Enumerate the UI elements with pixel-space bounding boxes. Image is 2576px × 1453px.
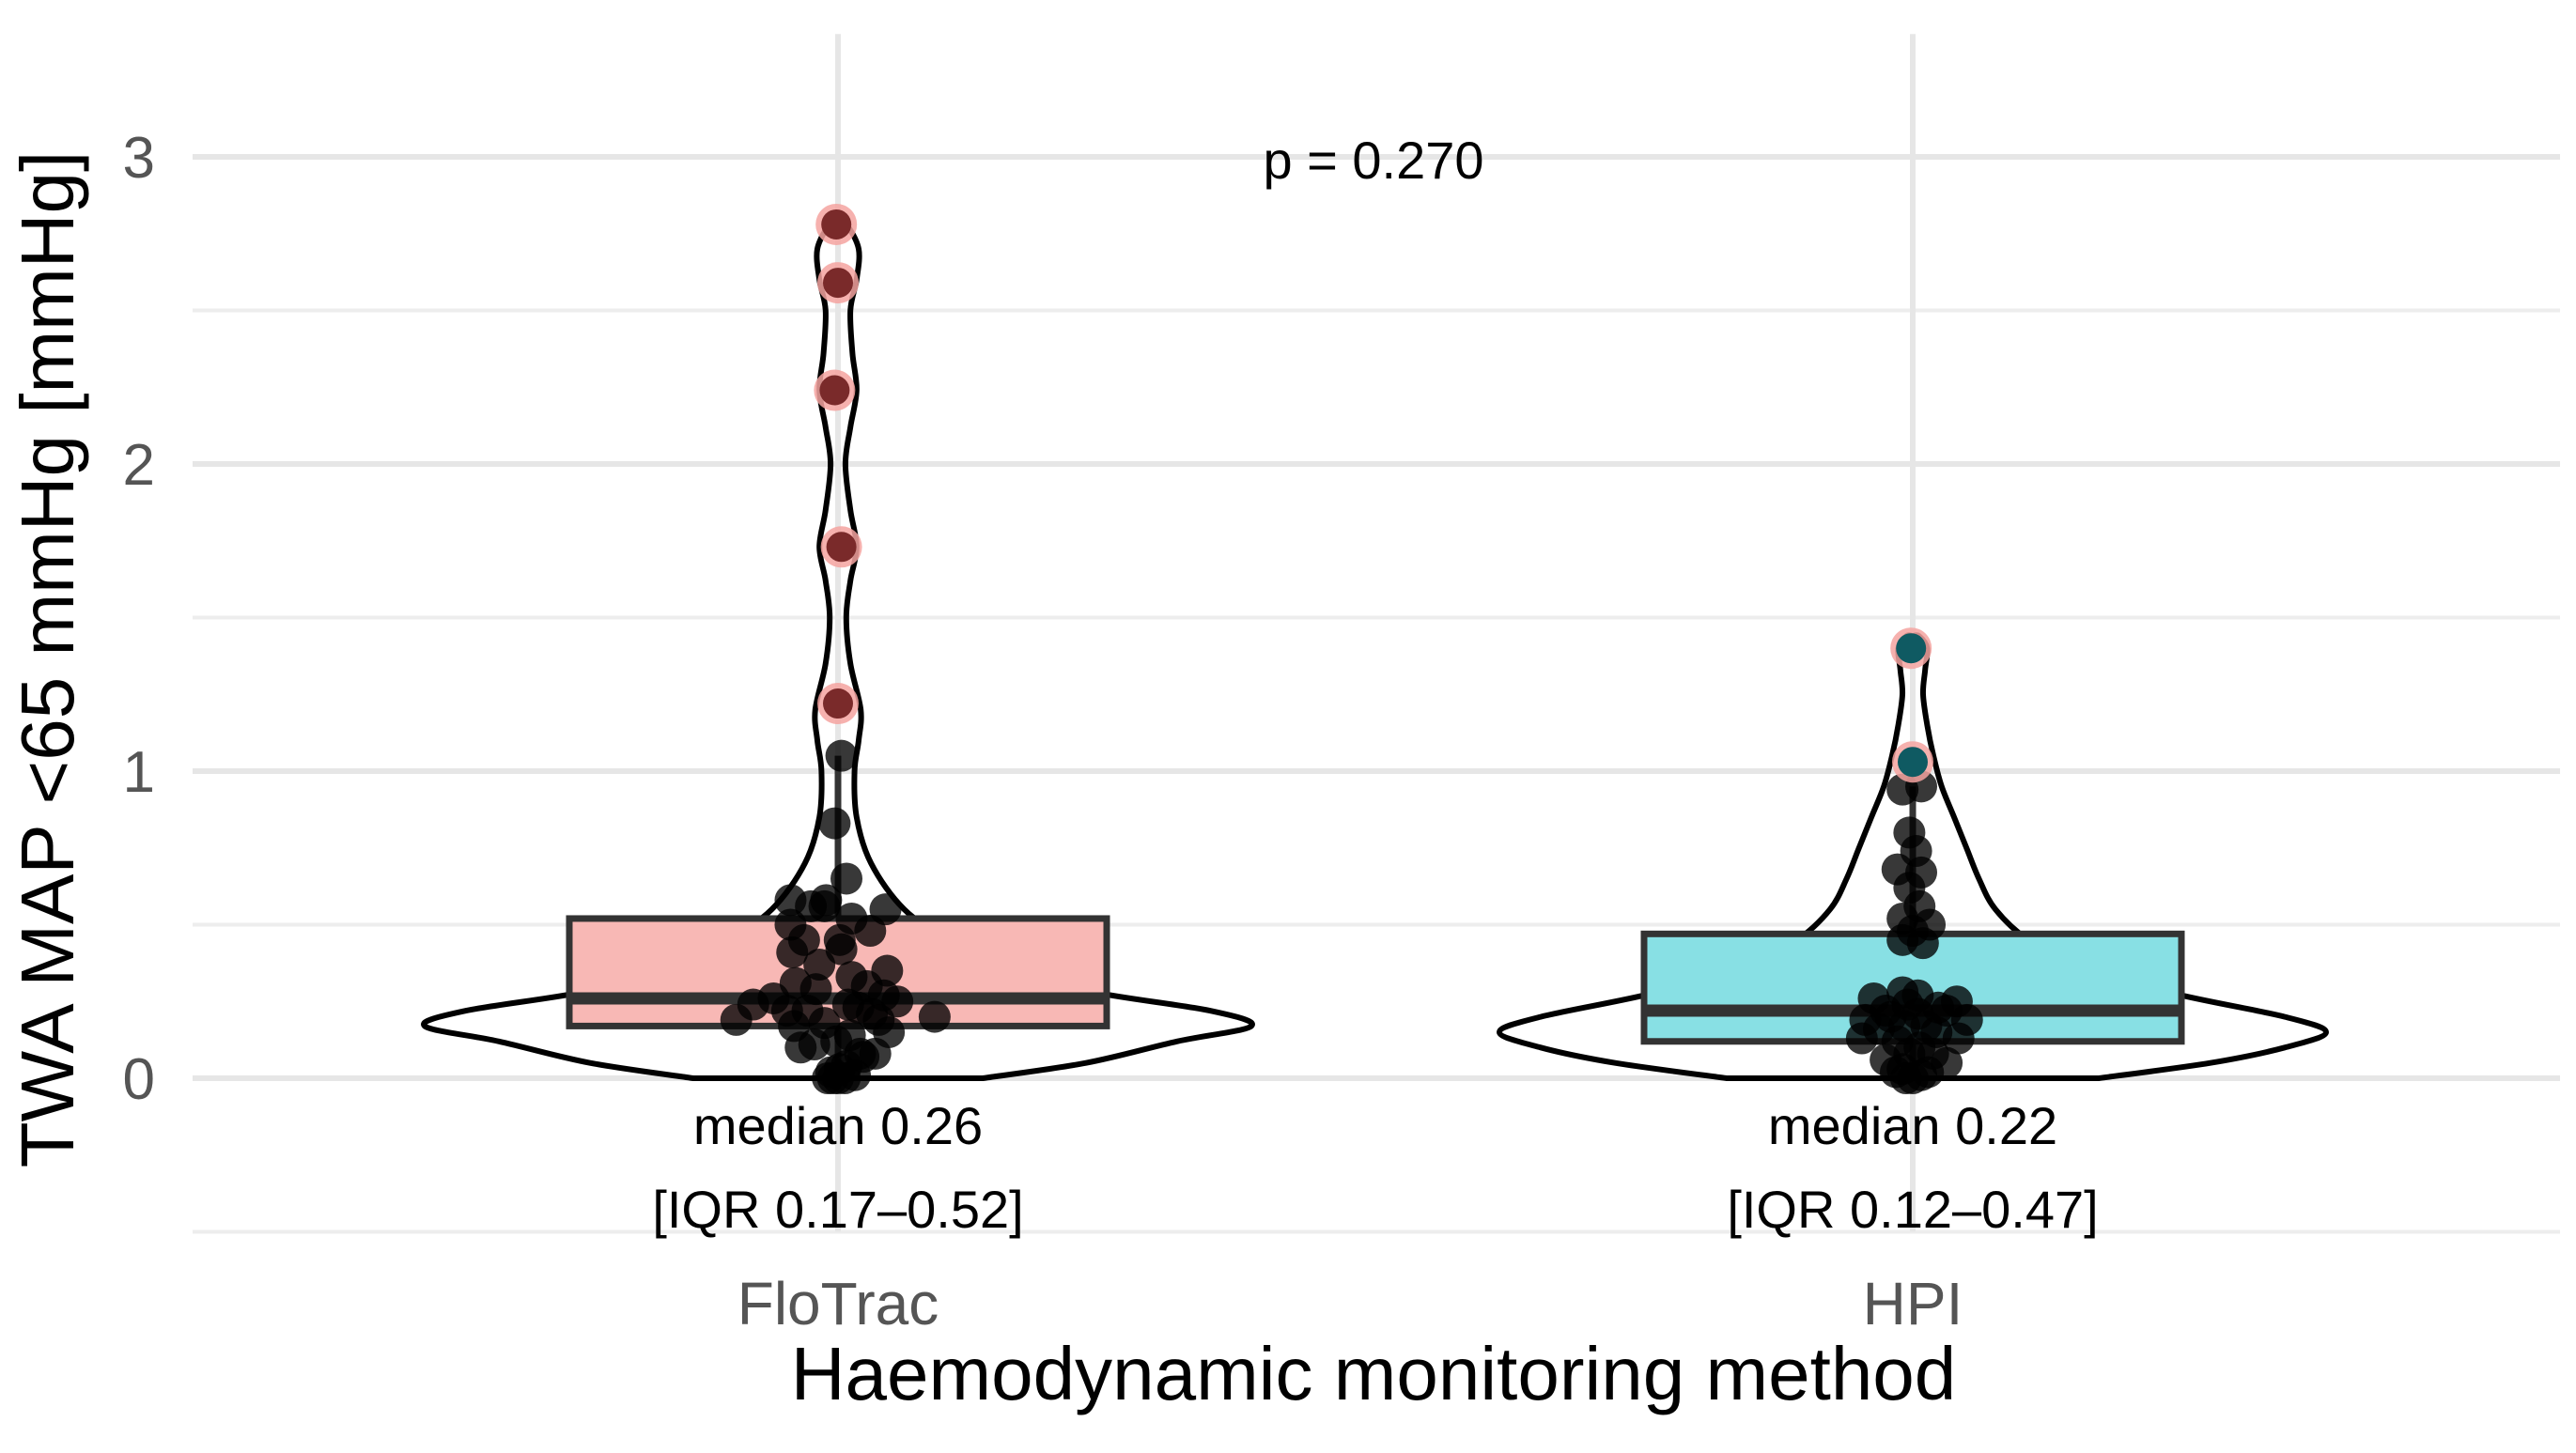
data-point — [774, 884, 807, 917]
outlier-point — [819, 375, 850, 406]
iqr-label: [IQR 0.17–0.52] — [652, 1180, 1023, 1239]
data-point — [918, 1000, 951, 1033]
outlier-point — [823, 688, 853, 719]
median-label: median 0.22 — [1768, 1096, 2057, 1155]
y-tick-label: 0 — [123, 1047, 155, 1112]
data-point — [833, 1019, 866, 1052]
data-point — [830, 862, 863, 895]
data-point — [810, 884, 843, 917]
data-point — [1857, 982, 1890, 1014]
data-point — [1940, 985, 1973, 1018]
data-points — [720, 203, 1983, 1094]
data-point — [818, 807, 851, 840]
data-point — [779, 966, 812, 999]
data-point — [825, 739, 858, 772]
y-axis-title: TWA MAP <65 mmHg [mmHg] — [6, 151, 89, 1167]
outlier-point — [826, 532, 857, 563]
x-tick-label: FloTrac — [737, 1270, 939, 1337]
x-axis-title: Haemodynamic monitoring method — [791, 1332, 1957, 1415]
outlier-point — [823, 268, 853, 299]
outlier-point — [1898, 747, 1928, 778]
iqr-label: [IQR 0.12–0.47] — [1727, 1180, 2098, 1239]
median-label: median 0.26 — [693, 1096, 983, 1155]
data-point — [835, 961, 868, 994]
y-tick-label: 1 — [123, 740, 155, 805]
data-point — [835, 902, 868, 935]
data-point — [774, 908, 807, 941]
p-value-annotation: p = 0.270 — [1263, 131, 1483, 190]
data-point — [1886, 976, 1919, 1009]
y-tick-label: 2 — [123, 433, 155, 498]
labels: 0 1 2 3 FloTrac HPI median 0.26 [IQR 0.17–0.52]… — [123, 126, 2099, 1337]
data-point — [869, 893, 902, 926]
data-point — [871, 954, 904, 987]
y-tick-label: 3 — [123, 126, 155, 191]
data-point — [1893, 816, 1926, 849]
x-tick-label: HPI — [1863, 1270, 1963, 1337]
outlier-point — [1896, 633, 1927, 664]
outlier-point — [821, 209, 852, 240]
